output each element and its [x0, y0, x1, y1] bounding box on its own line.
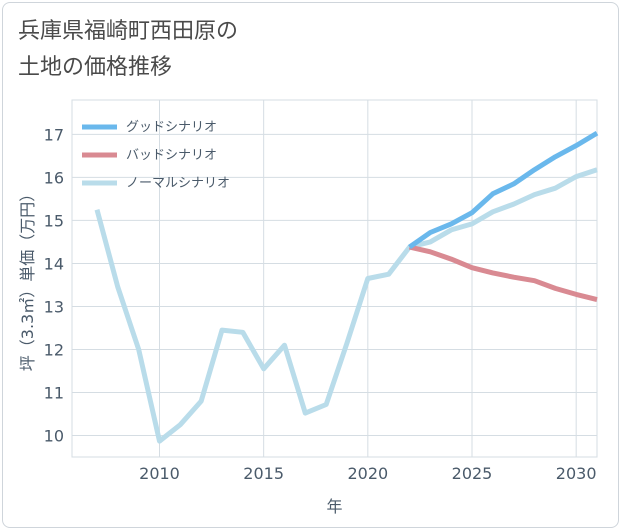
x-tick-label: 2030	[556, 464, 597, 483]
x-tick-label: 2025	[452, 464, 493, 483]
y-tick-label: 17	[44, 125, 64, 144]
y-tick-label: 10	[44, 426, 64, 445]
x-tick-label: 2015	[243, 464, 284, 483]
y-tick-label: 14	[44, 254, 64, 273]
tick-labels: 10 11 12 13 14 15 16 17 2010 2015 2020 2025 2030	[44, 125, 597, 483]
plot-area	[71, 99, 598, 458]
y-tick-label: 11	[44, 383, 64, 402]
y-axis-label: 坪（3.3㎡）単価（万円）	[18, 186, 37, 371]
x-tick-label: 2020	[347, 464, 388, 483]
series-line-2	[94, 167, 598, 444]
grid	[71, 99, 598, 458]
chart-title-line-2: 土地の価格推移	[18, 55, 173, 80]
y-tick-label: 16	[44, 168, 64, 187]
chart-title-line-1: 兵庫県福崎町西田原の	[18, 19, 239, 44]
series-line-1	[408, 244, 598, 303]
series-line-0	[408, 130, 599, 250]
y-tick-label: 13	[44, 297, 64, 316]
legend-label: バッドシナリオ	[126, 148, 217, 163]
x-axis-label: 年	[326, 497, 342, 516]
y-tick-label: 12	[44, 340, 64, 359]
y-tick-label: 15	[44, 211, 64, 230]
legend-label: グッドシナリオ	[126, 120, 217, 135]
series-lines	[94, 130, 599, 444]
x-tick-label: 2010	[139, 464, 180, 483]
legend-label: ノーマルシナリオ	[126, 176, 230, 191]
chart-title: 兵庫県福崎町西田原の 土地の価格推移	[18, 14, 238, 86]
